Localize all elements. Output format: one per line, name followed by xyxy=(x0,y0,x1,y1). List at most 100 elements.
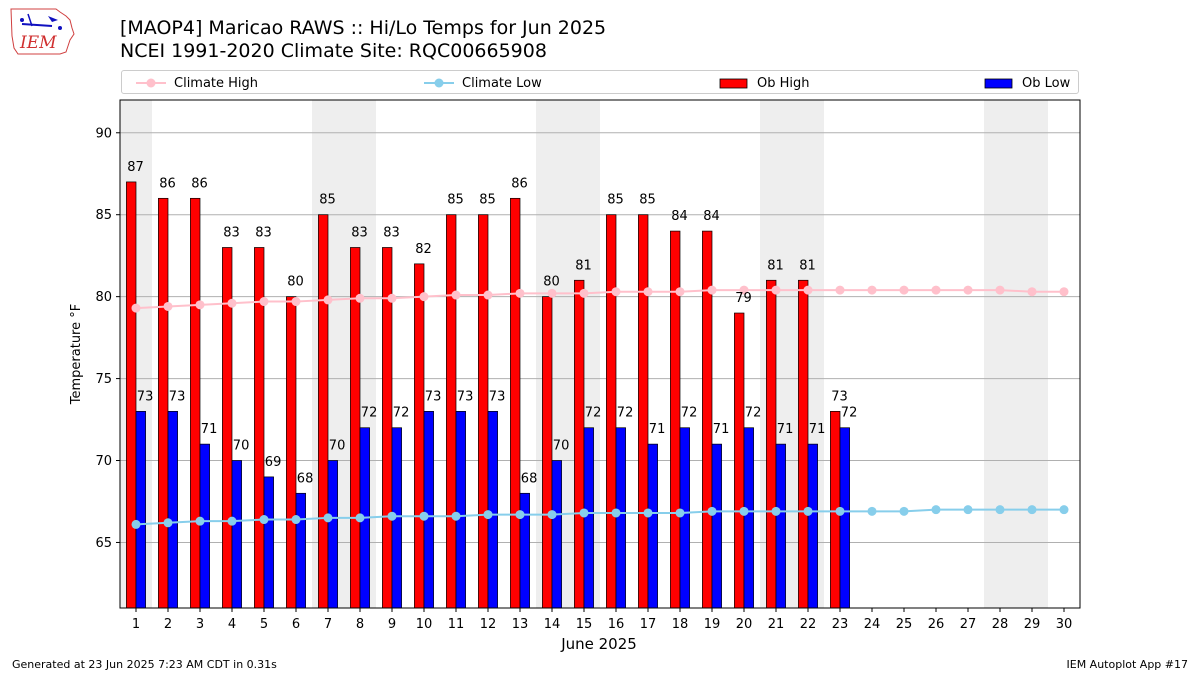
bar-label-low-day-18: 72 xyxy=(681,406,698,421)
legend-label-ob-low: Ob Low xyxy=(1022,75,1071,91)
climate-low-point-day-22 xyxy=(803,506,813,516)
legend-item-climate-low: Climate Low xyxy=(424,74,542,92)
bar-low-day-22 xyxy=(807,443,818,609)
climate-low-point-day-4 xyxy=(227,516,237,526)
bar-high-day-2 xyxy=(158,197,169,609)
bar-label-low-day-22: 71 xyxy=(809,422,826,437)
bar-high-day-11 xyxy=(446,214,457,609)
climate-high-point-day-12 xyxy=(483,290,493,300)
x-tick-label-1: 1 xyxy=(132,617,140,632)
bar-label-high-day-14: 80 xyxy=(543,275,560,290)
bar-label-high-day-17: 85 xyxy=(639,193,656,208)
climate-high-point-day-4 xyxy=(227,298,237,308)
bar-label-low-day-7: 70 xyxy=(329,439,346,454)
bar-label-high-day-2: 86 xyxy=(159,176,176,191)
climate-high-point-day-25 xyxy=(899,285,909,295)
climate-low-point-day-6 xyxy=(291,515,301,525)
bar-high-day-6 xyxy=(286,296,297,609)
y-tick-label-85: 85 xyxy=(95,208,112,223)
bar-low-day-12 xyxy=(487,411,498,609)
bar-high-day-7 xyxy=(318,214,329,609)
x-tick-label-24: 24 xyxy=(864,617,881,632)
climate-low-point-day-25 xyxy=(899,506,909,516)
bar-low-day-18 xyxy=(679,427,690,609)
bar-label-high-day-3: 86 xyxy=(191,176,208,191)
bar-high-day-15 xyxy=(574,279,585,609)
x-tick-label-4: 4 xyxy=(228,617,236,632)
x-tick-label-7: 7 xyxy=(324,617,332,632)
x-tick-label-2: 2 xyxy=(164,617,172,632)
bar-label-low-day-8: 72 xyxy=(361,406,378,421)
bar-label-high-day-15: 81 xyxy=(575,258,592,273)
climate-low-point-day-21 xyxy=(771,506,781,516)
footer-app: IEM Autoplot App #17 xyxy=(1066,658,1189,671)
legend-marker-ob-high xyxy=(719,78,748,89)
bar-label-low-day-3: 71 xyxy=(201,422,218,437)
bar-low-day-14 xyxy=(551,460,562,609)
bar-label-high-day-20: 79 xyxy=(735,291,752,306)
x-axis-label: June 2025 xyxy=(560,635,637,653)
bar-high-day-12 xyxy=(478,214,489,609)
x-tick-label-13: 13 xyxy=(512,617,529,632)
bar-high-day-20 xyxy=(734,312,745,609)
x-tick-label-5: 5 xyxy=(260,617,268,632)
chart-subtitle: NCEI 1991-2020 Climate Site: RQC00665908 xyxy=(120,40,547,62)
legend-marker-ob-low xyxy=(984,78,1013,89)
legend-item-climate-high: Climate High xyxy=(136,74,258,92)
bar-label-high-day-4: 83 xyxy=(223,225,240,240)
bar-label-low-day-19: 71 xyxy=(713,422,730,437)
bar-low-day-17 xyxy=(647,443,658,609)
x-tick-label-18: 18 xyxy=(672,617,689,632)
bar-label-low-day-4: 70 xyxy=(233,439,250,454)
bar-label-high-day-8: 83 xyxy=(351,225,368,240)
y-tick-label-90: 90 xyxy=(95,126,112,141)
bar-high-day-16 xyxy=(606,214,617,609)
climate-high-point-day-11 xyxy=(451,290,461,300)
climate-low-point-day-5 xyxy=(259,515,269,525)
x-tick-label-17: 17 xyxy=(640,617,657,632)
climate-low-point-day-24 xyxy=(867,506,877,516)
y-tick-label-80: 80 xyxy=(95,290,112,305)
x-tick-label-9: 9 xyxy=(388,617,396,632)
climate-low-point-day-1 xyxy=(131,519,141,529)
climate-low-point-day-20 xyxy=(739,506,749,516)
bar-label-high-day-1: 87 xyxy=(127,160,144,175)
logo-text: IEM xyxy=(19,33,57,53)
legend-label-ob-high: Ob High xyxy=(757,75,810,91)
climate-high-point-day-20 xyxy=(739,285,749,295)
x-tick-label-11: 11 xyxy=(448,617,465,632)
legend-item-ob-high: Ob High xyxy=(719,74,810,92)
climate-low-point-day-3 xyxy=(195,516,205,526)
bar-label-high-day-22: 81 xyxy=(799,258,816,273)
bar-label-low-day-1: 73 xyxy=(137,389,154,404)
bar-label-high-day-16: 85 xyxy=(607,193,624,208)
climate-low-point-day-8 xyxy=(355,513,365,523)
climate-low-point-day-2 xyxy=(163,518,173,528)
climate-low-point-day-15 xyxy=(579,508,589,518)
bar-high-day-22 xyxy=(798,279,809,609)
bar-low-day-15 xyxy=(583,427,594,609)
x-tick-label-12: 12 xyxy=(480,617,497,632)
climate-high-point-day-16 xyxy=(611,287,621,297)
climate-high-point-day-27 xyxy=(963,285,973,295)
bar-high-day-10 xyxy=(414,263,425,609)
y-axis-label: Temperature °F xyxy=(69,304,84,405)
bar-high-day-14 xyxy=(542,296,553,609)
bar-high-day-13 xyxy=(510,197,521,609)
climate-high-point-day-9 xyxy=(387,293,397,303)
climate-high-point-day-21 xyxy=(771,285,781,295)
legend-label-climate-low: Climate Low xyxy=(462,75,542,91)
bar-label-low-day-10: 73 xyxy=(425,389,442,404)
climate-lines xyxy=(131,285,1069,529)
climate-high-point-day-1 xyxy=(131,303,141,313)
bar-label-high-day-19: 84 xyxy=(703,209,720,224)
legend-marker-climate-low xyxy=(424,78,454,88)
x-tick-label-3: 3 xyxy=(196,617,204,632)
bar-label-low-day-9: 72 xyxy=(393,406,410,421)
climate-low-point-day-13 xyxy=(515,510,525,520)
plot-frame xyxy=(119,99,1081,609)
bar-label-high-day-9: 83 xyxy=(383,225,400,240)
x-tick-label-30: 30 xyxy=(1056,617,1073,632)
